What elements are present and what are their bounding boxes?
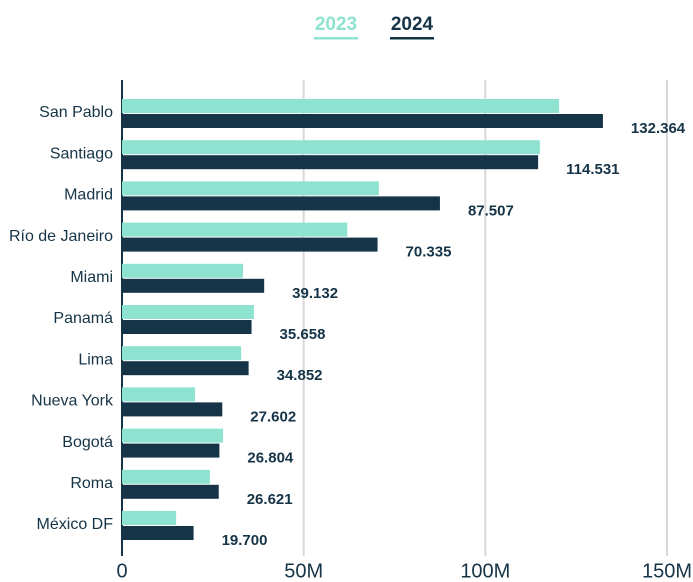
x-tick-label: 50M — [284, 560, 323, 582]
value-label: 35.658 — [280, 326, 326, 343]
bar — [122, 305, 254, 319]
legend-label: 2023 — [315, 14, 357, 35]
bar — [122, 526, 194, 540]
x-tick-label: 0 — [116, 560, 127, 582]
value-label: 70.335 — [406, 244, 452, 261]
value-label: 87.507 — [468, 202, 514, 219]
value-label: 26.804 — [247, 450, 294, 467]
value-label: 39.132 — [292, 285, 338, 302]
bar — [122, 263, 243, 278]
bar — [122, 99, 560, 113]
value-label: 26.621 — [247, 491, 293, 508]
legend-label: 2024 — [391, 14, 434, 35]
bar — [122, 511, 177, 525]
legend-underline — [314, 37, 358, 40]
value-label: 34.852 — [277, 367, 323, 384]
bar — [122, 443, 220, 458]
value-label: 27.602 — [250, 408, 296, 425]
bar — [122, 237, 378, 252]
bar — [122, 196, 440, 211]
bar — [122, 346, 242, 361]
legend-underline — [390, 37, 434, 40]
category-label: Bogotá — [62, 434, 113, 451]
bar — [122, 114, 603, 128]
bar — [122, 428, 224, 443]
category-label: Nueva York — [31, 393, 114, 410]
x-tick-label: 150M — [642, 560, 692, 582]
bar — [122, 402, 223, 417]
category-label: Madrid — [64, 187, 113, 204]
category-label: San Pablo — [39, 104, 113, 121]
bar — [122, 222, 348, 237]
bar — [122, 387, 196, 402]
bar — [122, 181, 379, 196]
category-label: Lima — [78, 351, 113, 368]
category-label: Río de Janeiro — [9, 228, 113, 245]
value-label: 114.531 — [566, 161, 619, 178]
bar — [122, 278, 265, 293]
category-label: Miami — [70, 269, 113, 286]
value-label: 132.364 — [631, 120, 686, 137]
value-label: 19.700 — [222, 532, 268, 549]
category-label: México DF — [37, 516, 114, 533]
bar — [122, 140, 540, 155]
category-label: Roma — [70, 475, 113, 492]
bar — [122, 320, 252, 334]
bar — [122, 484, 219, 499]
x-tick-label: 100M — [460, 560, 510, 582]
bar — [122, 155, 539, 170]
category-label: Panamá — [53, 310, 113, 327]
category-label: Santiago — [50, 145, 113, 162]
bar — [122, 361, 249, 376]
bar — [122, 469, 210, 484]
